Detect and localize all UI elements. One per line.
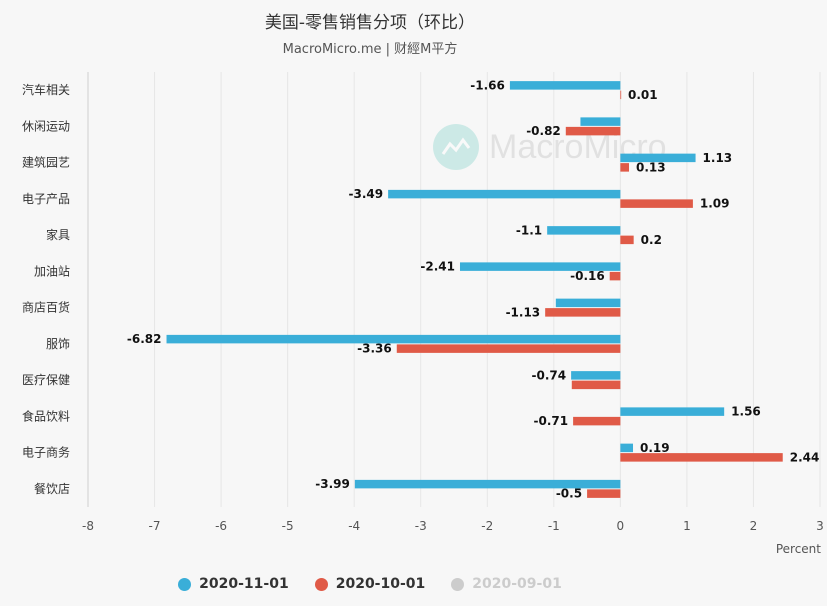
macromicro-logo-icon <box>433 124 479 170</box>
category-label: 建筑园艺 <box>22 155 70 170</box>
category-label: 食品饮料 <box>22 408 70 423</box>
data-label: 0.19 <box>640 441 670 455</box>
bar <box>388 189 621 199</box>
data-label: -0.82 <box>526 124 561 138</box>
category-label: 医疗保健 <box>22 373 70 387</box>
x-tick-label: -7 <box>149 519 161 533</box>
bar <box>620 453 783 462</box>
bar <box>609 271 621 281</box>
x-tick-label: 2 <box>750 519 758 533</box>
x-tick-label: -3 <box>415 519 427 533</box>
data-label: 0.2 <box>641 233 662 247</box>
x-tick-label: 0 <box>617 519 625 533</box>
legend-dot-icon <box>451 577 465 591</box>
bar <box>354 479 621 489</box>
legend-label: 2020-11-01 <box>199 576 289 592</box>
bar <box>571 380 621 390</box>
x-axis-title: Percent <box>776 542 821 556</box>
bar <box>547 226 621 235</box>
bar <box>620 153 696 163</box>
data-label: -3.99 <box>315 477 350 491</box>
legend-item[interactable]: 2020-10-01 <box>314 576 426 592</box>
category-label: 服饰 <box>46 337 70 351</box>
data-label: 2.44 <box>790 450 820 464</box>
chart-subtitle: MacroMicro.me | 财經M平方 <box>282 42 458 57</box>
data-label: 0.13 <box>636 160 666 174</box>
x-tick-label: -2 <box>481 519 493 533</box>
x-tick-label: -4 <box>348 519 360 533</box>
bar <box>545 308 621 317</box>
category-label: 休闲运动 <box>22 119 70 133</box>
x-tick-label: -1 <box>548 519 560 533</box>
legend-label: 2020-10-01 <box>335 576 426 592</box>
legend-item[interactable]: 2020-09-01 <box>451 576 562 592</box>
legend: 2020-11-01 2020-10-01 2020-09-01 <box>0 576 740 592</box>
bar <box>555 298 621 308</box>
data-label: 1.56 <box>731 405 761 419</box>
data-label: -3.36 <box>357 342 392 356</box>
data-label: 1.13 <box>703 151 733 165</box>
x-tick-label: 1 <box>683 519 691 533</box>
bar <box>620 163 630 172</box>
category-label: 餐饮店 <box>34 481 70 496</box>
bar <box>166 334 621 344</box>
data-label: 0.01 <box>628 88 658 102</box>
bar <box>459 262 621 271</box>
legend-label: 2020-09-01 <box>472 576 562 592</box>
bar <box>620 407 725 416</box>
bar <box>396 344 621 353</box>
category-label: 电子商务 <box>22 445 70 460</box>
data-label: -0.71 <box>534 414 569 428</box>
bar <box>573 416 621 426</box>
bar <box>620 443 634 453</box>
bar <box>620 235 634 245</box>
data-label: 1.09 <box>700 197 730 211</box>
data-label: -0.16 <box>570 269 605 283</box>
bar <box>571 371 621 380</box>
category-label: 家具 <box>46 227 70 242</box>
x-tick-label: -5 <box>282 519 294 533</box>
data-label: -0.74 <box>532 368 567 382</box>
data-label: -2.41 <box>420 260 455 274</box>
x-tick-label: -6 <box>215 519 227 533</box>
legend-item[interactable]: 2020-11-01 <box>178 576 289 592</box>
x-tick-label: 3 <box>816 519 824 533</box>
data-label: -6.82 <box>127 332 162 346</box>
bar <box>509 81 621 90</box>
data-label: -3.49 <box>349 187 384 201</box>
data-label: -1.66 <box>470 78 505 92</box>
data-label: -1.1 <box>516 223 542 237</box>
bar <box>580 117 621 126</box>
x-tick-label: -8 <box>82 519 94 533</box>
legend-dot-icon <box>178 577 192 591</box>
data-label: -0.5 <box>556 487 582 501</box>
category-label: 电子产品 <box>22 192 70 206</box>
legend-dot-icon <box>314 577 328 591</box>
category-label: 商店百货 <box>22 300 70 315</box>
bar <box>620 199 693 208</box>
bar <box>587 489 621 498</box>
bar <box>620 90 622 100</box>
data-label: -1.13 <box>506 305 541 319</box>
bar <box>565 126 621 136</box>
category-label: 加油站 <box>34 264 70 278</box>
category-label: 汽车相关 <box>22 82 70 97</box>
chart-title: 美国-零售销售分项（环比） <box>264 13 476 33</box>
